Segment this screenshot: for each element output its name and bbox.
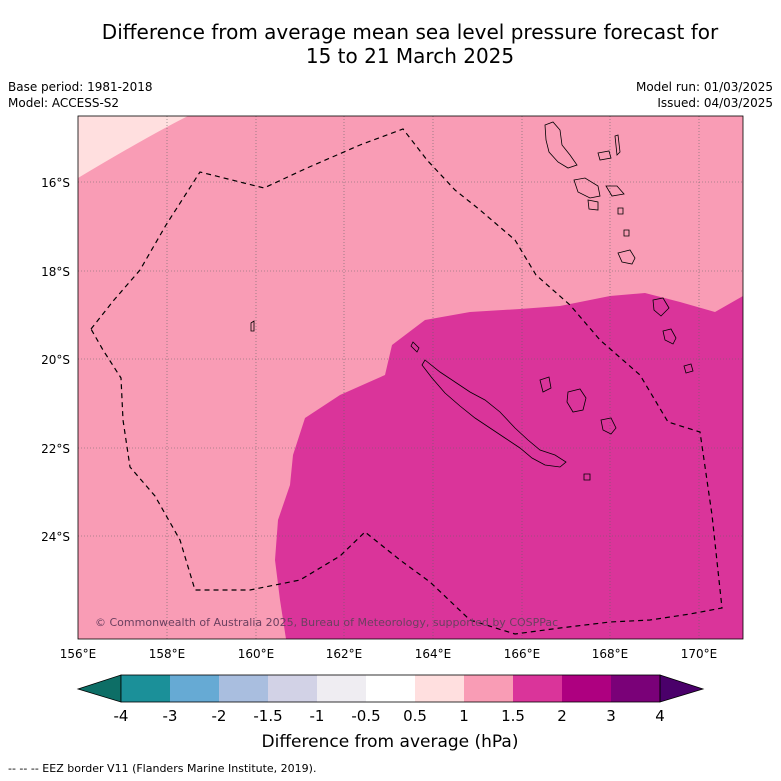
- loyalty-island-1: [566, 388, 587, 413]
- colorbar-tick: 1.5: [501, 707, 525, 725]
- colorbar-bin-2: [170, 675, 219, 702]
- colorbar-bin-10: [562, 675, 611, 702]
- map-frame: [77, 115, 744, 640]
- loyalty-island-2: [539, 376, 552, 393]
- title-line-1: Difference from average mean sea level p…: [101, 20, 719, 44]
- colorbar-bin-11: [611, 675, 660, 702]
- colorbar-tick: 0.5: [403, 707, 427, 725]
- copyright-note: © Commonwealth of Australia 2025, Bureau…: [95, 616, 558, 629]
- lat-label-20s: 20°S: [41, 353, 70, 367]
- colorbar-tick: -0.5: [351, 707, 380, 725]
- model-run: Model run: 01/03/2025: [635, 80, 773, 94]
- vanuatu-island-3: [587, 199, 599, 211]
- title-line-2: 15 to 21 March 2025: [305, 44, 515, 68]
- latitude-labels: 16°S 18°S 20°S 22°S 24°S: [41, 176, 70, 544]
- colorbar-bin-1: [121, 675, 170, 702]
- lat-label-24s: 24°S: [41, 530, 70, 544]
- vanuatu-island-4: [605, 185, 625, 197]
- anomaly-region-1p5-2: [275, 293, 743, 639]
- colorbar-bin-4: [268, 675, 317, 702]
- longitude-labels: 156°E 158°E 160°E 162°E 164°E 166°E 168°…: [60, 647, 718, 661]
- vanuatu-island-9: [623, 229, 630, 237]
- coastlines: [250, 121, 694, 481]
- colorbar-frame: [120, 674, 661, 703]
- colorbar-tick: 2: [557, 707, 567, 725]
- new-caledonia-island: [421, 359, 567, 468]
- colorbar-bin-3: [219, 675, 268, 702]
- lat-label-22s: 22°S: [41, 442, 70, 456]
- vanuatu-island-5: [614, 134, 621, 156]
- colorbar: [76, 674, 705, 703]
- colorbar-bin-5: [317, 675, 366, 702]
- colorbar-bin-7: [415, 675, 464, 702]
- colorbar-bin-9: [513, 675, 562, 702]
- vanuatu-island-11: [662, 328, 677, 345]
- reef-islet-1: [410, 341, 420, 353]
- meta-left: Base period: 1981-2018 Model: ACCESS-S2: [8, 79, 153, 111]
- gridlines: [78, 116, 743, 639]
- eez-border: [90, 128, 723, 635]
- colorbar-tick: -1: [310, 707, 325, 725]
- colorbar-tick: 1: [459, 707, 469, 725]
- vanuatu-island-10: [652, 297, 670, 317]
- eez-legend: -- -- -- EEZ border V11 (Flanders Marine…: [8, 762, 317, 775]
- vanuatu-island-1: [544, 121, 578, 169]
- map-area: © Commonwealth of Australia 2025, Bureau…: [78, 116, 743, 639]
- vanuatu-island-2: [573, 177, 601, 199]
- colorbar-bin-8: [464, 675, 513, 702]
- lat-label-18s: 18°S: [41, 265, 70, 279]
- issued-date: Issued: 04/03/2025: [657, 96, 773, 110]
- lon-label-164e: 164°E: [415, 647, 452, 661]
- colorbar-high-extension: [659, 674, 705, 703]
- lon-label-166e: 166°E: [504, 647, 541, 661]
- vanuatu-island-8: [617, 207, 624, 215]
- colorbar-bin-6: [366, 675, 415, 702]
- colorbar-low-extension: [76, 674, 122, 703]
- vanuatu-island-6: [597, 150, 612, 161]
- colorbar-tick: -1.5: [253, 707, 282, 725]
- loyalty-island-3: [600, 417, 617, 435]
- lon-label-168e: 168°E: [592, 647, 629, 661]
- colorbar-tick: -3: [163, 707, 178, 725]
- vanuatu-island-7: [617, 249, 636, 265]
- isle-of-pines: [583, 473, 591, 481]
- lon-label-162e: 162°E: [326, 647, 363, 661]
- lon-label-160e: 160°E: [238, 647, 275, 661]
- colorbar-tick: 4: [655, 707, 665, 725]
- chart-title: Difference from average mean sea level p…: [60, 20, 760, 68]
- colorbar-label: Difference from average (hPa): [262, 732, 519, 752]
- chesterfield-islet: [250, 320, 255, 332]
- colorbar-tick: -4: [114, 707, 129, 725]
- lon-label-170e: 170°E: [681, 647, 718, 661]
- matthew-island: [683, 363, 694, 374]
- anomaly-region-0p5-1: [78, 116, 188, 178]
- colorbar-tick: 3: [606, 707, 616, 725]
- meta-right: Model run: 01/03/2025 Issued: 04/03/2025: [636, 79, 773, 111]
- base-period: Base period: 1981-2018: [8, 80, 153, 94]
- colorbar-tick: -2: [212, 707, 227, 725]
- lon-label-156e: 156°E: [60, 647, 97, 661]
- model-name: Model: ACCESS-S2: [8, 96, 120, 110]
- colorbar-ticks: -4 -3 -2 -1.5 -1 -0.5 0.5 1 1.5 2 3 4: [114, 707, 665, 725]
- lat-label-16s: 16°S: [41, 176, 70, 190]
- lon-label-158e: 158°E: [149, 647, 186, 661]
